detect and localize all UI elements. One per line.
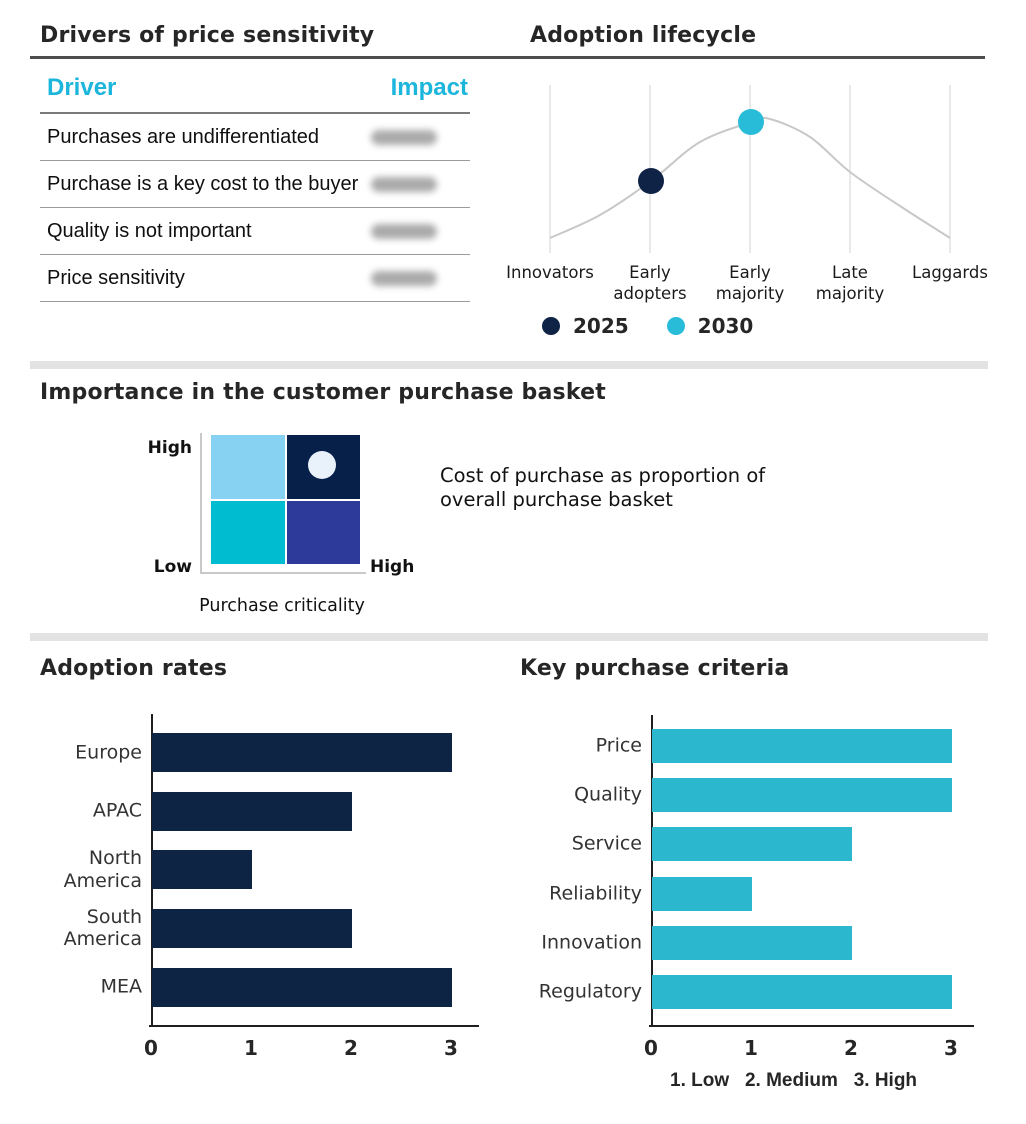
x-axis-line: [149, 1025, 479, 1027]
legend-dot: [542, 317, 560, 335]
driver-cell: Purchases are undifferentiated: [47, 125, 320, 148]
criteria-scale-footnote: 1. Low 2. Medium 3. High: [670, 1070, 918, 1091]
bar-MEA: [152, 967, 452, 1007]
lifecycle-legend: 2025 2030: [542, 314, 753, 338]
legend-item-2030: 2030: [666, 314, 754, 338]
y-axis-line: [651, 715, 653, 1027]
driver-table-row: Quality is not important: [40, 208, 470, 255]
category-label-Regulatory: Regulatory: [538, 980, 642, 1003]
matrix-marker-dot: [307, 451, 336, 479]
bar-APAC: [152, 791, 352, 831]
drivers-table-header: Driver Impact: [40, 72, 470, 114]
basket-title: Importance in the customer purchase bask…: [40, 380, 606, 405]
key-purchase-criteria-chart: Price Quality Service Reliability Innovation…: [500, 700, 1010, 1075]
bar-South America: [152, 909, 352, 949]
category-label-Europe: Europe: [75, 741, 142, 764]
drivers-table: Driver Impact Purchases are undifferenti…: [40, 72, 470, 302]
driver-table-row: Price sensitivity: [40, 255, 470, 302]
lifecycle-category-axis: Innovators Early adopters Early majority La…: [506, 263, 990, 315]
impact-value-redacted: [371, 223, 437, 239]
adoption-rates-title: Adoption rates: [40, 656, 228, 681]
matrix-x-high-label: High: [370, 557, 415, 577]
drivers-table-title: Drivers of price sensitivity: [40, 23, 375, 48]
x-tick-label: 0: [644, 1036, 658, 1060]
impact-value-redacted: [371, 270, 437, 286]
bar-Innovation: [652, 925, 852, 960]
category-label-Innovation: Innovation: [541, 931, 642, 954]
x-tick-label: 0: [144, 1036, 158, 1060]
x-tick-label: 3: [944, 1036, 958, 1060]
bar-Price: [652, 729, 952, 763]
bar-North America: [152, 850, 252, 890]
category-label-South America: South America: [63, 905, 142, 951]
matrix-quadrant-bottom-left: [211, 500, 285, 564]
legend-label: 2025: [573, 314, 629, 338]
driver-cell: Quality is not important: [47, 219, 252, 242]
purchase-basket-matrix: [211, 435, 360, 564]
bar-Europe: [152, 733, 452, 772]
matrix-quadrant-top-right: [286, 435, 360, 499]
lifecycle-category-label: Early majority: [715, 263, 785, 303]
bar-Service: [652, 827, 852, 862]
adoption-rates-chart: Europe APAC North America South America MEA 0…: [30, 700, 500, 1075]
matrix-y-high-label: High: [147, 438, 192, 458]
basket-annotation: Cost of purchase as proportion of overal…: [440, 464, 766, 511]
matrix-y-axis: [200, 433, 202, 574]
legend-label: 2030: [697, 314, 754, 338]
driver-cell: Purchase is a key cost to the buyer: [47, 172, 359, 195]
lifecycle-point-2030: [738, 109, 764, 135]
criteria-title: Key purchase criteria: [520, 656, 790, 681]
matrix-y-low-label: Low: [153, 557, 192, 577]
drivers-table-body: Purchases are undifferentiated Purchase i…: [40, 114, 470, 302]
lifecycle-title: Adoption lifecycle: [530, 23, 757, 48]
x-tick-label: 1: [744, 1036, 758, 1060]
lifecycle-category-label: Early adopters: [613, 263, 687, 303]
driver-table-row: Purchase is a key cost to the buyer: [40, 161, 470, 208]
category-label-Service: Service: [571, 832, 642, 855]
legend-item-2025: 2025: [542, 314, 629, 338]
bar-Quality: [652, 778, 952, 813]
driver-table-row: Purchases are undifferentiated: [40, 114, 470, 161]
adoption-lifecycle-chart: [549, 85, 951, 253]
lifecycle-category-label: Innovators: [506, 263, 594, 282]
bar-Reliability: [652, 876, 752, 911]
category-label-North America: North America: [63, 847, 142, 892]
matrix-quadrant-top-left: [211, 435, 285, 499]
impact-value-redacted: [371, 176, 437, 192]
x-tick-label: 1: [244, 1036, 258, 1060]
matrix-quadrant-bottom-right: [286, 500, 360, 564]
x-axis-line: [649, 1025, 974, 1027]
category-label-MEA: MEA: [100, 975, 142, 998]
x-tick-label: 2: [344, 1036, 358, 1060]
section-divider: [30, 361, 988, 369]
lifecycle-category-label: Laggards: [912, 263, 988, 282]
legend-dot: [666, 317, 685, 335]
category-label-Reliability: Reliability: [549, 882, 642, 905]
lifecycle-point-2025: [638, 168, 664, 194]
impact-column-header: Impact: [390, 74, 468, 101]
bar-Regulatory: [652, 975, 952, 1009]
driver-column-header: Driver: [47, 74, 117, 101]
title-underline: [30, 56, 985, 59]
matrix-x-axis-title: Purchase criticality: [199, 596, 365, 616]
matrix-x-axis: [200, 572, 366, 574]
lifecycle-category-label: Late majority: [815, 263, 885, 303]
category-label-Price: Price: [595, 734, 642, 757]
section-divider: [30, 633, 988, 641]
driver-cell: Price sensitivity: [47, 266, 185, 289]
x-tick-label: 2: [844, 1036, 858, 1060]
category-label-APAC: APAC: [92, 799, 142, 822]
category-label-Quality: Quality: [574, 783, 642, 806]
impact-value-redacted: [371, 129, 437, 145]
x-tick-label: 3: [444, 1036, 458, 1060]
